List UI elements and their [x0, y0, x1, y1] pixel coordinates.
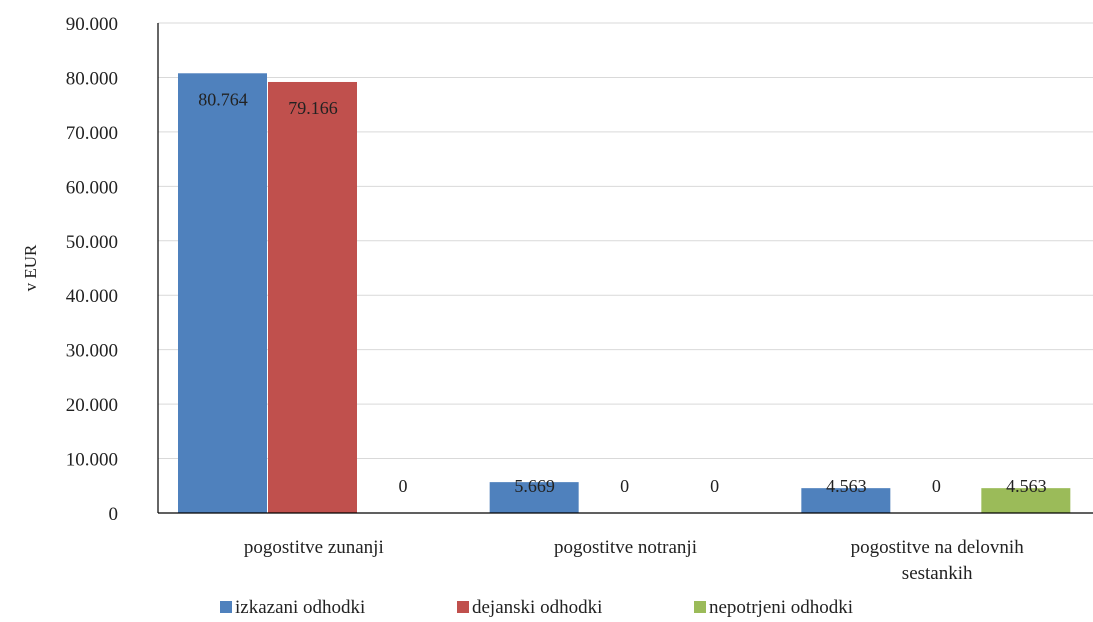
- y-tick-label: 50.000: [66, 232, 118, 253]
- y-tick-label: 40.000: [66, 286, 118, 307]
- data-label: 0: [620, 476, 629, 496]
- y-tick-label: 90.000: [66, 14, 118, 35]
- y-axis-title: v EUR: [21, 244, 40, 291]
- legend-swatch: [457, 601, 469, 613]
- category-label: pogostitve na delovnih: [851, 537, 1025, 558]
- legend: izkazani odhodki dejanski odhodki nepotrje…: [220, 597, 853, 618]
- y-tick-label: 20.000: [66, 395, 118, 416]
- legend-swatch: [694, 601, 706, 613]
- y-tick-label: 0: [109, 504, 119, 525]
- legend-label: dejanski odhodki: [472, 597, 602, 618]
- data-label: 5.669: [514, 476, 555, 496]
- bars: [178, 73, 1071, 514]
- data-label: 79.166: [288, 98, 338, 118]
- data-label: 4.563: [1006, 476, 1047, 496]
- category-label: pogostitve zunanji: [244, 537, 384, 558]
- category-label: sestankih: [902, 563, 973, 584]
- category-label: pogostitve notranji: [554, 537, 697, 558]
- y-tick-label: 30.000: [66, 341, 118, 362]
- bar: [489, 482, 579, 513]
- data-label: 0: [932, 476, 941, 496]
- bar: [268, 81, 357, 513]
- legend-label: nepotrjeni odhodki: [709, 597, 853, 618]
- y-tick-label: 80.000: [66, 68, 118, 89]
- bar: [178, 73, 267, 514]
- y-tick-label: 70.000: [66, 123, 118, 144]
- axes: 0 10.000 20.000 30.000 40.000 50.000 60.000 70.…: [66, 14, 1093, 584]
- y-tick-label: 10.000: [66, 450, 118, 471]
- legend-swatch: [220, 601, 232, 613]
- y-tick-label: 60.000: [66, 177, 118, 198]
- bar: [801, 488, 891, 513]
- data-label: 0: [399, 476, 408, 496]
- data-label: 80.764: [198, 89, 248, 109]
- data-labels: 80.764 5.669 4.563 79.166 0 0 0 0 4.563: [198, 89, 1046, 496]
- data-label: 0: [710, 476, 719, 496]
- bar: [981, 488, 1071, 513]
- data-label: 4.563: [826, 476, 867, 496]
- legend-label: izkazani odhodki: [235, 597, 365, 618]
